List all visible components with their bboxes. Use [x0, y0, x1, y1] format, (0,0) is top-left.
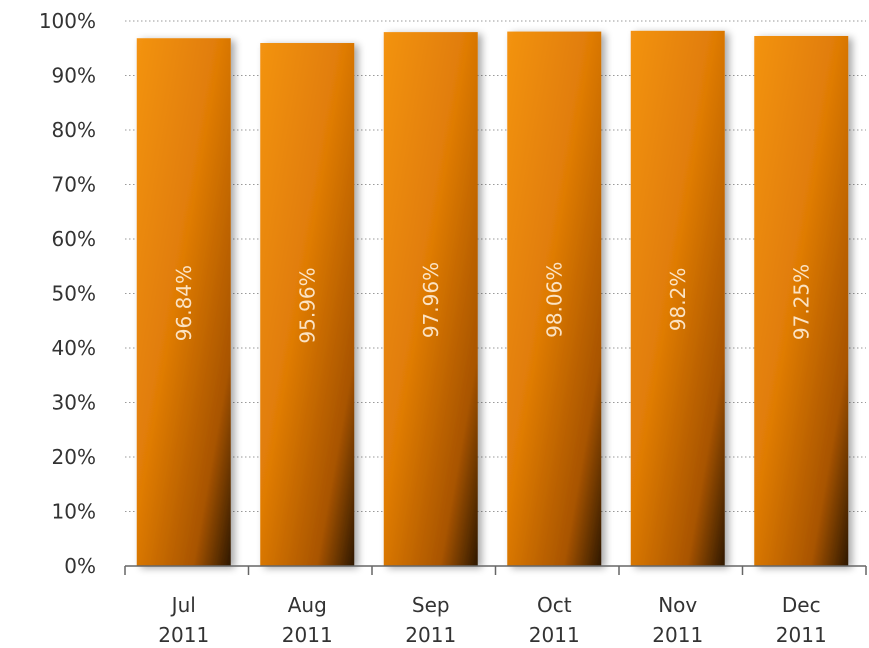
- x-tick-label-year: 2011: [529, 623, 580, 647]
- x-tick-label-year: 2011: [776, 623, 827, 647]
- data-label: 98.2%: [666, 268, 690, 332]
- x-tick-label-month: Nov: [658, 593, 697, 617]
- x-tick-label-year: 2011: [652, 623, 703, 647]
- x-tick-label-month: Aug: [288, 593, 327, 617]
- x-tick-label-year: 2011: [158, 623, 209, 647]
- bars: 96.84% 95.96% 97.96% 98.06% 98.2% 97.25%: [136, 30, 849, 567]
- y-tick-label: 10%: [52, 500, 96, 524]
- bar-aug: [260, 43, 355, 566]
- data-label: 97.96%: [419, 262, 443, 338]
- y-tick-label: 80%: [52, 118, 96, 142]
- x-tick-label-month: Sep: [412, 593, 450, 617]
- data-label: 98.06%: [542, 262, 566, 338]
- y-tick-label: 30%: [52, 391, 96, 415]
- bar-jul: [136, 38, 231, 567]
- x-tick-label-month: Jul: [170, 593, 196, 617]
- bar-dec: [754, 35, 849, 567]
- x-tick-label-month: Dec: [782, 593, 821, 617]
- x-tick-label-year: 2011: [405, 623, 456, 647]
- bar-nov: [630, 30, 725, 567]
- x-axis-category-labels: Jul 2011 Aug 2011 Sep 2011 Oct 2011 Nov 2011 Dec 20…: [158, 593, 826, 647]
- bar-oct: [507, 31, 602, 567]
- y-axis-tick-labels: 0% 10% 20% 30% 40% 50% 60% 70% 80% 90% 100%: [39, 9, 96, 578]
- y-tick-label: 90%: [52, 64, 96, 88]
- bar-sep: [383, 32, 478, 567]
- y-tick-label: 20%: [52, 445, 96, 469]
- y-tick-label: 70%: [52, 173, 96, 197]
- y-tick-label: 60%: [52, 227, 96, 251]
- y-tick-label: 100%: [39, 9, 96, 33]
- data-label: 97.25%: [789, 264, 813, 340]
- y-tick-label: 50%: [52, 282, 96, 306]
- y-tick-label: 0%: [64, 554, 96, 578]
- data-label: 95.96%: [295, 267, 319, 343]
- x-tick-label-year: 2011: [282, 623, 333, 647]
- data-label: 96.84%: [172, 265, 196, 341]
- x-axis: [124, 565, 867, 575]
- x-tick-label-month: Oct: [537, 593, 572, 617]
- y-tick-label: 40%: [52, 336, 96, 360]
